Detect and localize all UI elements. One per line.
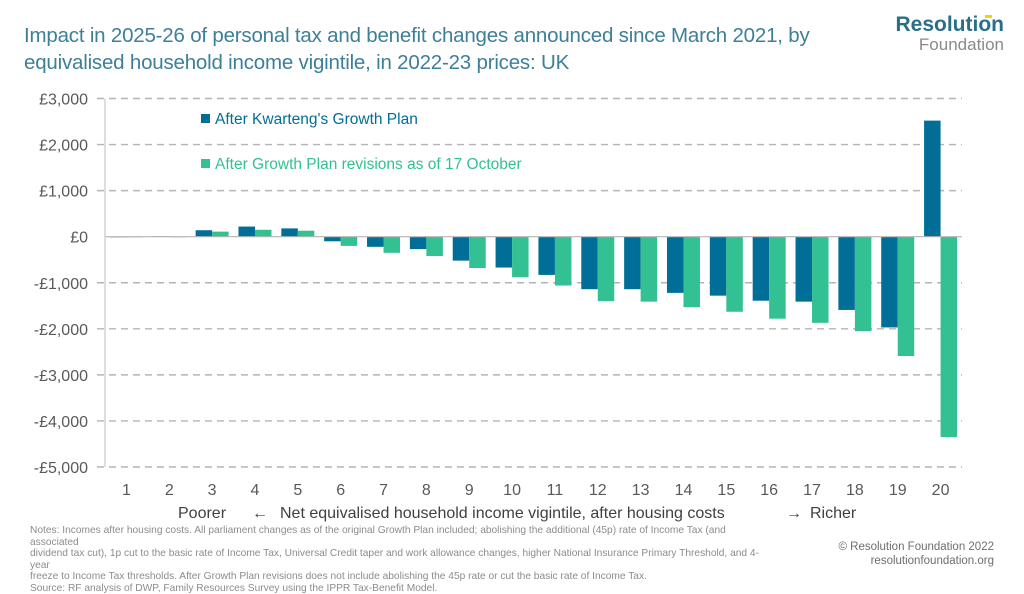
- x-tick-label: 2: [165, 482, 174, 499]
- bar-revisions: [898, 237, 915, 356]
- legend: After Kwarteng's Growth Plan After Growth…: [201, 111, 522, 173]
- y-tick-label: £1,000: [39, 184, 88, 201]
- bar-revisions: [812, 237, 829, 323]
- bar-growth-plan: [238, 227, 255, 237]
- x-tick-label: 14: [675, 482, 693, 499]
- bar-growth-plan: [281, 228, 298, 236]
- bar-revisions: [641, 237, 658, 302]
- y-tick-label: -£1,000: [34, 276, 88, 293]
- bar-revisions: [426, 237, 443, 256]
- y-tick-label: -£4,000: [34, 414, 88, 431]
- x-tick-label: 19: [889, 482, 907, 499]
- bar-revisions: [341, 237, 358, 246]
- bar-growth-plan: [710, 237, 727, 296]
- x-axis-label: Poorer ← Net equivalised household income …: [178, 505, 857, 522]
- bar-growth-plan: [796, 237, 813, 302]
- y-tick-label: £3,000: [39, 92, 88, 109]
- y-tick-label: -£2,000: [34, 322, 88, 339]
- x-label-poorer: Poorer: [178, 505, 227, 522]
- bar-growth-plan: [581, 237, 598, 290]
- bar-growth-plan: [924, 121, 941, 237]
- bar-growth-plan: [753, 237, 770, 301]
- legend-swatch-revisions: [201, 159, 210, 168]
- legend-swatch-growth-plan: [201, 114, 210, 123]
- x-tick-label: 8: [422, 482, 431, 499]
- copyright-text: © Resolution Foundation 2022: [838, 540, 994, 554]
- bar-revisions: [555, 237, 572, 286]
- bar-growth-plan: [453, 237, 470, 261]
- bar-revisions: [212, 232, 229, 237]
- bar-revisions: [941, 237, 958, 437]
- bar-revisions: [512, 237, 529, 278]
- bar-revisions: [384, 237, 401, 253]
- bar-revisions: [726, 237, 743, 312]
- bar-revisions: [298, 231, 315, 237]
- bar-chart: £3,000 £2,000 £1,000 £0 -£1,000 -£2,000 -£3,00…: [0, 0, 1024, 576]
- y-tick-label: -£5,000: [34, 460, 88, 477]
- bar-growth-plan: [496, 237, 513, 268]
- x-tick-label: 15: [717, 482, 735, 499]
- x-tick-label: 1: [122, 482, 131, 499]
- legend-label-growth-plan: After Kwarteng's Growth Plan: [215, 111, 418, 128]
- x-label-left-arrow: ←: [252, 505, 268, 522]
- chart-notes: Notes: Incomes after housing costs. All …: [30, 525, 770, 594]
- x-tick-label: 18: [846, 482, 864, 499]
- legend-label-revisions: After Growth Plan revisions as of 17 Oct…: [215, 156, 522, 173]
- notes-line-2: dividend tax cut), 1p cut to the basic r…: [30, 548, 770, 571]
- bar-revisions: [255, 230, 272, 237]
- bar-growth-plan: [538, 237, 555, 275]
- bar-growth-plan: [838, 237, 855, 310]
- bar-growth-plan: [196, 230, 213, 236]
- y-axis-tick-labels: £3,000 £2,000 £1,000 £0 -£1,000 -£2,000 -£3,00…: [34, 92, 88, 478]
- bar-revisions: [855, 237, 872, 331]
- bar-revisions: [683, 237, 700, 307]
- x-label-richer: Richer: [810, 505, 857, 522]
- x-tick-label: 16: [760, 482, 778, 499]
- bar-growth-plan: [324, 237, 341, 242]
- x-tick-label: 12: [589, 482, 607, 499]
- x-label-main: Net equivalised household income viginti…: [280, 505, 725, 522]
- bar-revisions: [769, 237, 786, 319]
- x-tick-label: 7: [379, 482, 388, 499]
- x-tick-label: 20: [932, 482, 950, 499]
- website-link[interactable]: resolutionfoundation.org: [838, 554, 994, 568]
- bar-growth-plan: [881, 237, 898, 328]
- bar-growth-plan: [410, 237, 427, 249]
- bar-revisions: [469, 237, 486, 268]
- x-tick-label: 3: [208, 482, 217, 499]
- source-line: Source: RF analysis of DWP, Family Resou…: [30, 583, 770, 594]
- y-tick-label: £2,000: [39, 138, 88, 155]
- x-tick-label: 9: [465, 482, 474, 499]
- copyright-block: © Resolution Foundation 2022 resolutionf…: [838, 540, 994, 568]
- bar-growth-plan: [367, 237, 384, 247]
- bar-growth-plan: [667, 237, 684, 293]
- x-tick-label: 11: [547, 482, 564, 499]
- x-tick-label: 6: [336, 482, 345, 499]
- gridlines: [97, 99, 962, 468]
- x-tick-label: 13: [632, 482, 650, 499]
- y-tick-label: -£3,000: [34, 368, 88, 385]
- bar-growth-plan: [624, 237, 641, 290]
- x-tick-label: 10: [503, 482, 521, 499]
- notes-line-1: Notes: Incomes after housing costs. All …: [30, 525, 770, 548]
- x-tick-label: 5: [293, 482, 302, 499]
- y-tick-label: £0: [70, 230, 88, 247]
- x-label-right-arrow: →: [786, 505, 802, 522]
- notes-line-3: freeze to Income Tax thresholds. After G…: [30, 571, 770, 583]
- x-tick-label: 4: [251, 482, 260, 499]
- x-tick-label: 17: [803, 482, 821, 499]
- bar-revisions: [598, 237, 615, 301]
